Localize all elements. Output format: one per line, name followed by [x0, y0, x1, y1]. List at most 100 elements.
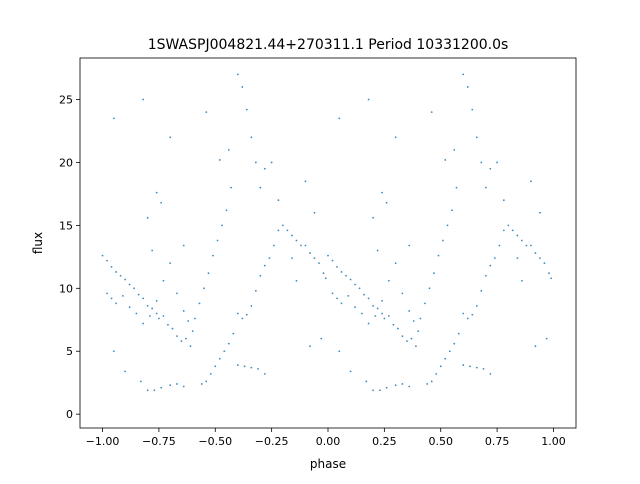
data-point — [291, 234, 293, 237]
data-point — [520, 239, 523, 242]
data-point — [106, 259, 108, 262]
data-point — [480, 289, 483, 292]
data-point — [194, 317, 196, 320]
data-point — [424, 302, 426, 305]
data-point — [417, 330, 420, 332]
data-point — [451, 209, 453, 212]
data-point — [394, 384, 397, 387]
data-point — [160, 201, 163, 204]
data-point — [268, 257, 271, 259]
data-point — [534, 252, 537, 254]
data-point — [387, 279, 390, 282]
data-point — [385, 201, 388, 204]
data-point — [263, 167, 266, 170]
data-point — [480, 161, 483, 164]
data-point — [340, 271, 343, 273]
data-point — [408, 244, 411, 247]
data-point — [372, 389, 374, 392]
data-point — [236, 312, 239, 315]
data-point — [137, 293, 140, 296]
data-point — [270, 161, 273, 164]
data-point — [372, 305, 374, 307]
data-point — [545, 337, 548, 340]
data-point — [227, 148, 230, 151]
data-point — [385, 386, 388, 389]
data-point — [462, 312, 465, 315]
data-point — [392, 323, 395, 326]
data-point — [520, 279, 523, 282]
data-point — [426, 383, 429, 385]
data-point — [205, 111, 208, 114]
data-point — [462, 73, 465, 76]
data-point — [187, 320, 190, 322]
data-point — [525, 244, 528, 247]
data-point — [383, 317, 386, 320]
data-point — [112, 117, 115, 120]
data-point — [155, 312, 158, 315]
data-point — [110, 266, 113, 268]
data-point — [372, 216, 374, 219]
data-point — [191, 330, 194, 332]
data-point — [530, 244, 532, 247]
data-point — [148, 315, 151, 317]
data-point — [176, 292, 178, 295]
data-point — [354, 283, 356, 286]
data-point — [466, 317, 469, 320]
data-point — [304, 244, 307, 247]
data-point — [442, 239, 444, 242]
x-tick-label: −0.75 — [142, 435, 176, 448]
data-point — [381, 312, 384, 315]
data-point — [444, 159, 447, 161]
data-point — [446, 224, 449, 227]
data-point — [227, 342, 230, 345]
data-point — [112, 350, 115, 353]
data-point — [462, 364, 465, 366]
data-point — [295, 239, 298, 242]
data-point — [550, 277, 553, 280]
data-point — [539, 257, 541, 259]
data-point — [338, 350, 341, 353]
data-point — [455, 186, 458, 189]
data-point — [282, 224, 284, 227]
x-tick-label: 0.25 — [372, 435, 397, 448]
data-point — [482, 367, 485, 370]
data-point — [336, 266, 338, 268]
data-point — [216, 239, 219, 242]
data-point — [309, 345, 311, 348]
data-point — [205, 380, 208, 383]
data-point — [218, 159, 221, 161]
data-point — [133, 287, 136, 290]
data-point — [367, 98, 370, 101]
data-point — [475, 305, 478, 307]
data-point — [236, 364, 239, 366]
data-point — [381, 191, 384, 194]
x-tick-label: −0.25 — [255, 435, 289, 448]
data-point — [128, 306, 131, 309]
data-point — [223, 350, 226, 353]
data-point — [475, 366, 478, 369]
data-point — [489, 372, 492, 375]
data-point — [401, 292, 404, 295]
data-point — [489, 167, 492, 170]
data-point — [243, 365, 246, 368]
data-point — [263, 264, 266, 267]
data-point — [331, 259, 334, 262]
data-point — [345, 274, 347, 277]
x-tick-label: −0.50 — [198, 435, 232, 448]
x-tick-label: −1.00 — [86, 435, 120, 448]
y-tick-label: 25 — [59, 94, 73, 107]
data-point — [484, 186, 487, 189]
data-point — [347, 294, 350, 297]
y-axis-label: flux — [31, 232, 45, 254]
data-point — [539, 211, 541, 214]
data-point — [295, 279, 298, 282]
data-point — [410, 337, 413, 340]
data-point — [119, 274, 122, 277]
data-point — [376, 307, 379, 310]
data-point — [135, 312, 138, 315]
data-point — [381, 299, 384, 302]
data-point — [354, 306, 356, 309]
data-point — [338, 117, 341, 120]
data-point — [182, 385, 185, 388]
